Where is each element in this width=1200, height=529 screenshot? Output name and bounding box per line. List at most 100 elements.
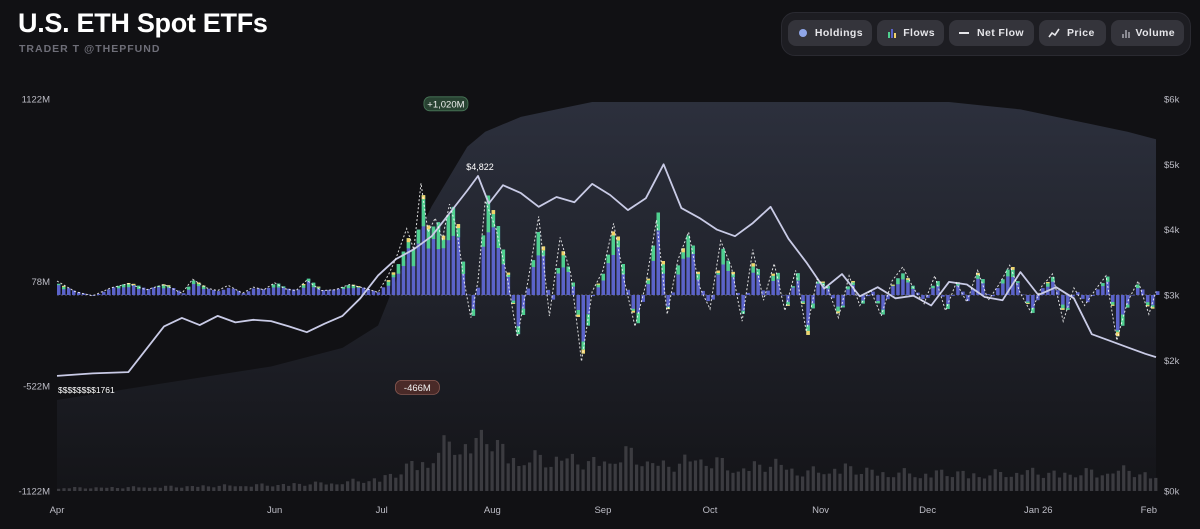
volume-bar — [383, 475, 387, 491]
volume-bar — [913, 477, 917, 491]
flow-bar — [671, 292, 675, 295]
flow-bar-green — [1001, 279, 1005, 284]
flow-bar-yellow — [891, 284, 895, 286]
volume-bar — [795, 475, 799, 491]
volume-bar — [463, 444, 467, 491]
flows-button[interactable]: Flows — [877, 20, 944, 46]
flow-bar — [1156, 291, 1160, 295]
volume-bar — [73, 487, 77, 491]
flow-bar-yellow — [681, 248, 685, 253]
flow-bar — [351, 284, 356, 295]
flow-bar — [616, 236, 620, 295]
flow-bar — [131, 283, 136, 295]
volume-bar — [404, 463, 409, 491]
volume-bar — [950, 477, 954, 491]
flow-bar-green — [811, 303, 815, 309]
flow-bar — [1136, 284, 1140, 295]
flow-bar — [221, 289, 226, 295]
flow-bar — [191, 280, 196, 295]
flow-bar — [356, 286, 361, 295]
x-tick-label: Apr — [50, 505, 65, 516]
flow-bar — [126, 283, 131, 295]
flow-bar-green — [611, 231, 615, 255]
flow-bar-green — [646, 278, 650, 285]
flow-bar-green — [1011, 267, 1015, 277]
flow-bar — [896, 278, 900, 295]
flow-bar — [796, 273, 800, 295]
flow-bar — [291, 289, 296, 295]
flow-bar — [1121, 295, 1125, 326]
flow-bar — [926, 295, 930, 298]
flow-bar — [646, 278, 650, 295]
flow-bar-green — [776, 272, 780, 280]
flow-bar — [791, 286, 795, 295]
flow-bar-green — [661, 261, 665, 274]
flow-bar — [466, 294, 471, 296]
volume-bar — [1041, 477, 1045, 491]
flow-bar-green — [116, 285, 121, 289]
volume-button[interactable]: Volume — [1111, 20, 1184, 46]
flow-bar-green — [751, 263, 755, 273]
flow-bar — [296, 289, 301, 295]
flow-bar-yellow — [1061, 308, 1065, 310]
volume-bar — [319, 482, 323, 491]
flow-bar-yellow — [316, 286, 321, 288]
volume-bar — [977, 477, 981, 491]
y-right-tick: $2k — [1164, 356, 1180, 367]
volume-bar — [1132, 477, 1136, 491]
flows-label: Flows — [903, 27, 935, 39]
x-tick-label: Jun — [267, 505, 282, 516]
flow-bar-green — [316, 286, 321, 289]
flow-bar — [686, 235, 690, 295]
flow-bar-green — [341, 287, 346, 289]
volume-bar — [988, 475, 992, 491]
flow-bar — [57, 283, 61, 295]
holdings-button[interactable]: Holdings — [788, 20, 872, 46]
flow-bar — [826, 286, 830, 295]
flow-bar — [481, 235, 486, 295]
volume-bar — [271, 486, 275, 491]
flow-bar — [571, 282, 575, 295]
flow-bar — [731, 271, 735, 295]
flow-bar — [271, 284, 276, 295]
flow-bar-green — [166, 285, 171, 288]
flow-bar — [701, 290, 705, 295]
flow-bar-green — [461, 261, 466, 274]
flow-bar — [906, 278, 910, 295]
flow-bar-green — [446, 215, 451, 241]
flow-bar-green — [481, 235, 486, 247]
flow-badge-label: -466M — [404, 383, 431, 394]
flow-bar — [1016, 281, 1020, 295]
volume-bar — [356, 481, 360, 491]
volume-bar — [1111, 473, 1115, 491]
volume-bar — [613, 463, 617, 491]
flow-bar-green — [656, 212, 660, 231]
flow-bar — [256, 288, 261, 295]
flow-bar-green — [1146, 302, 1150, 307]
flow-bar-yellow — [1011, 267, 1015, 270]
flow-bar-yellow — [906, 278, 910, 280]
axes-layer: 1122M 78M -522M -1122M $6k $5k $4k $3k $2k $0k Apr… — [18, 95, 1179, 517]
flow-bar — [726, 260, 730, 295]
volume-bar — [736, 471, 740, 491]
flow-bar-yellow — [441, 235, 446, 240]
volume-bar — [972, 473, 976, 491]
flow-bar — [981, 279, 985, 295]
volume-bar — [394, 477, 398, 491]
net-flow-button[interactable]: Net Flow — [949, 20, 1034, 46]
flow-bar — [676, 265, 680, 295]
flow-bar — [961, 291, 965, 295]
volume-icon — [1120, 27, 1130, 39]
flow-bar-green — [1026, 301, 1030, 304]
price-button[interactable]: Price — [1039, 20, 1106, 46]
flow-bar — [911, 285, 915, 295]
flow-badge — [394, 380, 440, 395]
flow-bar-yellow — [391, 272, 396, 275]
volume-bar — [206, 486, 211, 491]
volume-bar — [934, 470, 938, 491]
flow-bar — [936, 281, 940, 295]
flow-bar — [811, 295, 815, 309]
flow-bar — [816, 281, 820, 295]
flow-bar-green — [881, 309, 885, 315]
